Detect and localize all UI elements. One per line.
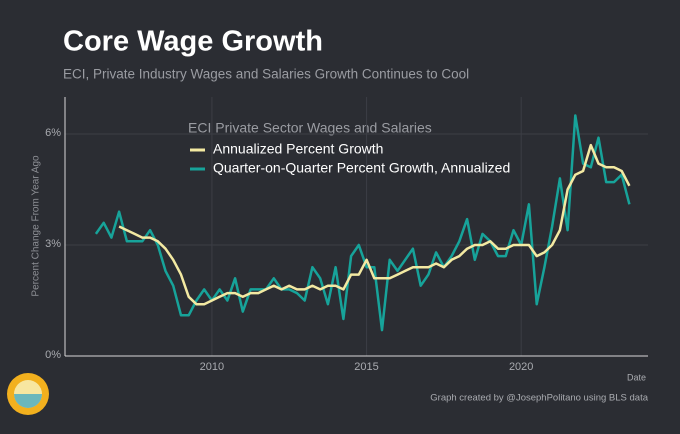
y-tick-label: 6% [45, 127, 61, 139]
source-note: Graph created by @JosephPolitano using B… [430, 393, 648, 404]
plot-area: 0% 3% 6% 2010 2015 2020 Annualized Percent Gro… [45, 97, 648, 373]
series-line [118, 143, 631, 306]
sun-icon [7, 373, 49, 415]
x-tick-label: 2010 [200, 361, 224, 373]
y-tick-label: 0% [45, 349, 61, 361]
x-tick-label: 2020 [509, 361, 533, 373]
x-tick-label: 2015 [354, 361, 378, 373]
chart-subtitle: ECI, Private Industry Wages and Salaries… [63, 67, 469, 82]
y-tick-label: 3% [45, 238, 61, 250]
legend-label: Quarter-on-Quarter Percent Growth, Annua… [213, 160, 510, 176]
y-axis-label: Percent Change From Year Ago [31, 155, 42, 297]
legend-label: Annualized Percent Growth [213, 141, 383, 157]
series-line [94, 114, 631, 332]
legend-title: ECI Private Sector Wages and Salaries [188, 120, 432, 136]
x-axis-label: Date [627, 372, 646, 382]
chart-title: Core Wage Growth [63, 26, 323, 58]
